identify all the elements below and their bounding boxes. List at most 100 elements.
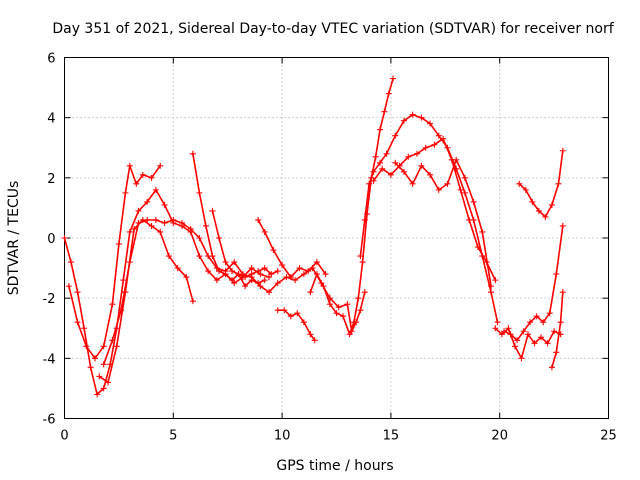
series-track-12 <box>392 156 494 290</box>
data-point <box>222 259 229 266</box>
data-point <box>148 222 155 229</box>
data-point <box>372 153 379 160</box>
series-line <box>372 137 497 281</box>
data-point <box>189 298 196 305</box>
data-point <box>387 171 394 178</box>
data-point <box>270 247 277 254</box>
data-point <box>126 259 133 266</box>
data-point <box>546 310 553 317</box>
data-point <box>405 153 412 160</box>
data-point <box>281 307 288 314</box>
data-point <box>377 159 384 166</box>
data-point <box>257 271 264 278</box>
data-point <box>205 268 212 275</box>
data-point <box>248 265 255 272</box>
data-point <box>344 301 351 308</box>
data-point <box>83 343 90 350</box>
data-point <box>379 165 386 172</box>
data-point <box>474 244 481 251</box>
data-point <box>189 150 196 157</box>
data-point <box>122 189 129 196</box>
data-point <box>296 265 303 272</box>
data-point <box>559 147 566 154</box>
data-point <box>492 325 499 332</box>
data-point <box>61 235 68 241</box>
data-point <box>148 174 155 181</box>
series-line <box>309 77 394 336</box>
series-track-4 <box>100 216 368 368</box>
data-point <box>187 225 194 232</box>
series-line <box>551 291 564 369</box>
data-point <box>340 313 347 320</box>
data-point <box>94 391 101 398</box>
data-point <box>294 310 301 317</box>
x-tick-label: 5 <box>169 429 177 444</box>
data-point <box>126 162 133 169</box>
series-track-13 <box>492 325 564 362</box>
data-point <box>274 280 281 287</box>
data-point <box>326 301 333 308</box>
data-point <box>427 171 434 178</box>
series-track-5 <box>189 150 281 284</box>
data-point <box>527 319 534 326</box>
data-series <box>61 75 566 398</box>
data-point <box>109 337 116 344</box>
data-point <box>533 313 540 320</box>
data-point <box>170 216 177 223</box>
y-tick-label: 0 <box>47 232 55 247</box>
data-point <box>440 135 447 142</box>
data-point <box>229 268 236 275</box>
data-point <box>357 253 364 260</box>
data-point <box>524 331 531 338</box>
y-tick-label: -2 <box>43 292 56 307</box>
data-point <box>196 253 203 260</box>
data-point <box>118 307 125 314</box>
data-point <box>105 379 112 386</box>
data-point <box>559 289 566 296</box>
data-point <box>113 343 120 350</box>
data-point <box>279 262 286 269</box>
data-point <box>409 180 416 187</box>
data-point <box>553 349 560 356</box>
data-point <box>152 186 159 193</box>
data-point <box>179 219 186 226</box>
data-point <box>120 277 127 284</box>
data-point <box>209 253 216 260</box>
series-track-7 <box>255 216 329 281</box>
axis-ticks: 0 5 10 15 20 25 -6 -4 -2 0 2 4 6 <box>43 52 617 444</box>
data-point <box>355 295 362 302</box>
data-point <box>392 132 399 139</box>
data-point <box>514 337 521 344</box>
data-point <box>548 364 555 371</box>
data-point <box>542 213 549 220</box>
data-point <box>370 168 377 175</box>
data-point <box>144 216 151 223</box>
series-track-14 <box>501 222 566 344</box>
data-point <box>381 108 388 115</box>
data-point <box>266 274 273 281</box>
y-tick-label: -4 <box>43 352 56 367</box>
data-point <box>174 265 181 272</box>
data-point <box>520 328 527 335</box>
x-axis-label: GPS time / hours <box>276 458 393 474</box>
data-point <box>370 177 377 184</box>
data-point <box>313 259 320 266</box>
data-point <box>74 289 81 296</box>
data-point <box>505 325 512 332</box>
data-point <box>96 373 103 380</box>
series-line <box>98 219 194 384</box>
data-point <box>501 328 508 335</box>
data-point <box>322 271 329 278</box>
data-point <box>553 271 560 278</box>
data-point <box>313 271 320 278</box>
data-point <box>335 304 342 311</box>
series-line <box>192 153 279 281</box>
data-point <box>461 189 468 196</box>
data-point <box>392 159 399 166</box>
data-point <box>68 259 75 266</box>
data-point <box>287 274 294 281</box>
data-point <box>492 277 499 284</box>
data-point <box>196 189 203 196</box>
data-point <box>305 268 312 275</box>
series-line <box>68 165 161 360</box>
